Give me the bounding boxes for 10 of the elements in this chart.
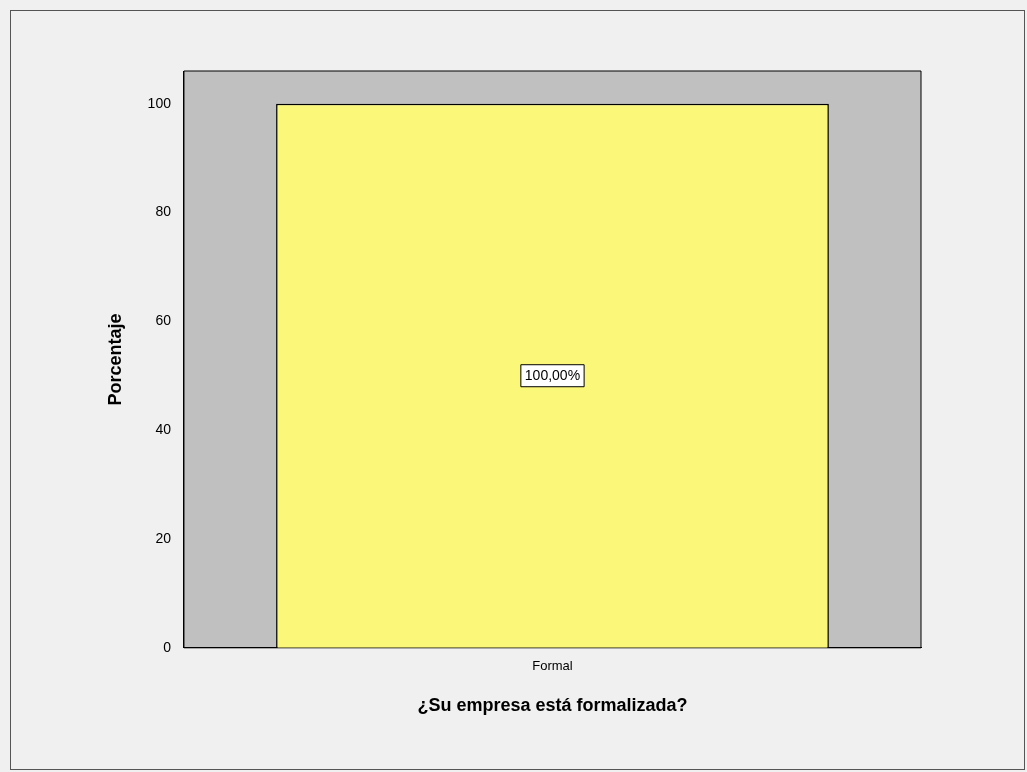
y-tick-label: 80 (155, 203, 172, 220)
x-axis-title: ¿Su empresa está formalizada? (417, 695, 688, 716)
y-tick-label: 40 (155, 421, 172, 437)
x-tick-label: Formal (532, 658, 573, 674)
y-tick-label: 20 (155, 529, 172, 546)
y-axis-title: Porcentaje (104, 313, 125, 406)
y-tick-label: 100 (147, 94, 172, 111)
data-label: 100,00% (524, 366, 581, 383)
y-tick-label: 60 (155, 312, 172, 329)
y-tick-label: 0 (163, 638, 172, 655)
